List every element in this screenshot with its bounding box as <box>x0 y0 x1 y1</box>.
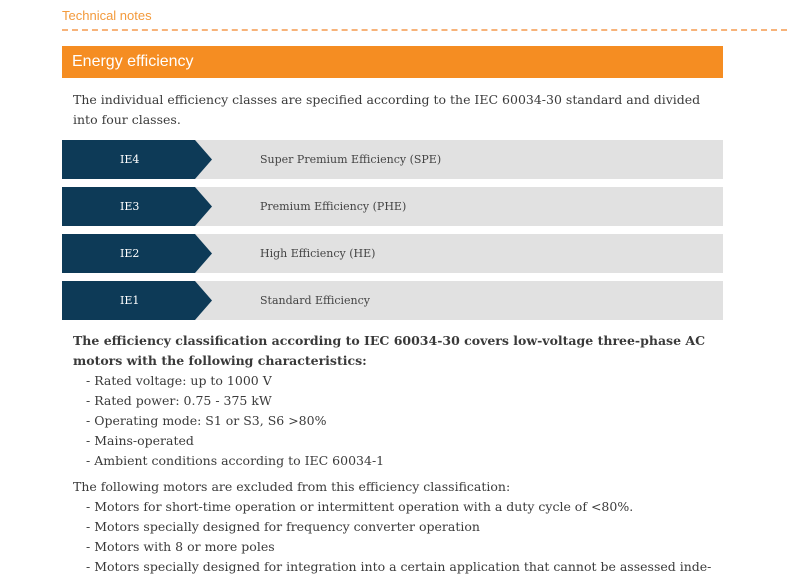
list-item: - Motors specially designed for integrat… <box>86 559 712 574</box>
class-row-ie1: IE1 Standard Efficiency <box>62 281 723 320</box>
class-arrow <box>62 187 212 226</box>
divider <box>62 29 787 31</box>
class-arrow <box>62 281 212 320</box>
class-row-ie2: IE2 High Efficiency (HE) <box>62 234 723 273</box>
list-item: - Rated power: 0.75 - 375 kW <box>86 393 272 408</box>
class-code: IE4 <box>120 153 140 166</box>
list-item: - Motors specially designed for frequenc… <box>86 519 480 534</box>
list-item: - Ambient conditions according to IEC 60… <box>86 453 385 468</box>
body-text: The efficiency classification according … <box>73 331 713 577</box>
class-code: IE2 <box>120 247 140 260</box>
class-code: IE3 <box>120 200 140 213</box>
class-name: Super Premium Efficiency (SPE) <box>260 153 442 166</box>
intro-text: The individual efficiency classes are sp… <box>73 92 701 127</box>
class-name: Standard Efficiency <box>260 294 371 307</box>
list-item: - Motors for short-time operation or int… <box>86 499 634 514</box>
class-code: IE1 <box>120 294 140 307</box>
class-name: Premium Efficiency (PHE) <box>260 200 407 213</box>
list-item: - Operating mode: S1 or S3, S6 >80% <box>86 413 327 428</box>
section-label: Technical notes <box>62 8 152 23</box>
class-arrow <box>62 140 212 179</box>
list-item: - Mains-operated <box>86 433 194 448</box>
exclusions-title: The following motors are excluded from t… <box>73 479 511 494</box>
class-arrow <box>62 234 212 273</box>
section-heading: Energy efficiency <box>62 46 723 78</box>
list-item: - Rated voltage: up to 1000 V <box>86 373 272 388</box>
class-row-ie4: IE4 Super Premium Efficiency (SPE) <box>62 140 723 179</box>
class-row-ie3: IE3 Premium Efficiency (PHE) <box>62 187 723 226</box>
characteristics-title: The efficiency classification according … <box>73 333 706 368</box>
list-item: - Motors with 8 or more poles <box>86 539 275 554</box>
class-name: High Efficiency (HE) <box>260 247 376 260</box>
